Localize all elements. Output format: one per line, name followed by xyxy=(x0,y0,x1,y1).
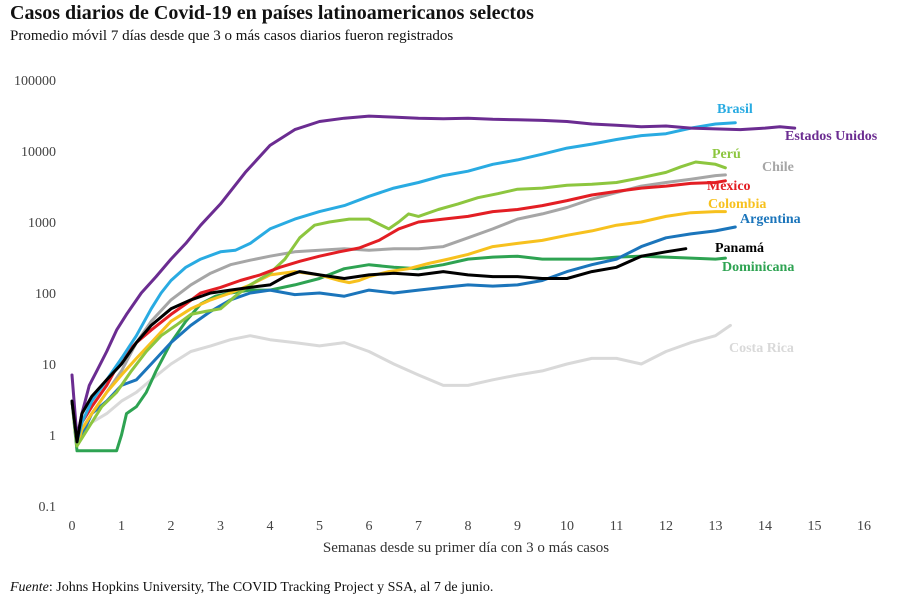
y-axis: 0.1 1 10 100 1000 10000 100000 xyxy=(14,74,56,515)
y-tick-label: 1000 xyxy=(28,216,56,231)
series-lines xyxy=(70,114,797,453)
y-tick-label: 10 xyxy=(42,358,56,373)
y-tick-label: 1 xyxy=(49,429,56,444)
y-tick-label: 0.1 xyxy=(39,500,57,515)
x-tick-label: 7 xyxy=(415,519,422,534)
x-axis-label: Semanas desde su primer día con 3 o más … xyxy=(323,540,609,556)
source-label: Fuente xyxy=(10,580,49,595)
series-label-méxico: México xyxy=(707,179,751,194)
series-label-chile: Chile xyxy=(762,160,794,175)
x-tick-label: 8 xyxy=(465,519,472,534)
x-tick-label: 11 xyxy=(610,519,623,534)
x-tick-label: 13 xyxy=(709,519,723,534)
series-label-perú: Perú xyxy=(712,147,741,162)
series-label-brasil: Brasil xyxy=(717,102,753,117)
series-line-perú xyxy=(70,160,727,448)
series-labels: Estados Unidos Brasil Perú Chile México Colom… xyxy=(707,102,878,356)
series-line-brasil xyxy=(70,121,737,444)
series-label-panamá: Panamá xyxy=(715,241,764,256)
series-label-estados-unidos: Estados Unidos xyxy=(785,129,878,144)
x-tick-label: 14 xyxy=(758,519,772,534)
x-axis: 0 1 2 3 4 5 6 7 8 9 10 11 12 13 14 15 16 xyxy=(69,519,872,534)
x-tick-label: 9 xyxy=(514,519,521,534)
series-line-dominicana xyxy=(70,254,727,453)
series-label-costa-rica: Costa Rica xyxy=(729,341,794,356)
x-tick-label: 16 xyxy=(857,519,871,534)
series-line-argentina xyxy=(70,225,737,444)
y-tick-label: 100000 xyxy=(14,74,56,89)
source-note: Fuente: Johns Hopkins University, The CO… xyxy=(10,580,493,596)
chart-subtitle: Promedio móvil 7 días desde que 3 o más … xyxy=(10,28,454,44)
x-tick-label: 15 xyxy=(808,519,822,534)
x-tick-label: 0 xyxy=(69,519,76,534)
series-line-estados-unidos xyxy=(70,114,797,440)
x-tick-label: 4 xyxy=(267,519,274,534)
y-tick-label: 10000 xyxy=(21,145,56,160)
x-tick-label: 12 xyxy=(659,519,673,534)
source-text: : Johns Hopkins University, The COVID Tr… xyxy=(48,580,494,595)
x-tick-label: 10 xyxy=(560,519,574,534)
series-line-colombia xyxy=(70,210,727,448)
series-label-colombia: Colombia xyxy=(708,197,766,212)
x-tick-label: 3 xyxy=(217,519,224,534)
x-tick-label: 6 xyxy=(366,519,373,534)
series-label-argentina: Argentina xyxy=(740,212,801,227)
chart-title: Casos diarios de Covid-19 en países lati… xyxy=(10,2,534,24)
x-tick-label: 5 xyxy=(316,519,323,534)
x-tick-label: 1 xyxy=(118,519,125,534)
series-line-chile xyxy=(70,173,727,444)
series-line-costa-rica xyxy=(70,323,732,448)
series-line-panamá xyxy=(70,247,688,444)
y-tick-label: 100 xyxy=(35,287,56,302)
x-tick-label: 2 xyxy=(168,519,175,534)
series-label-dominicana: Dominicana xyxy=(722,260,794,275)
